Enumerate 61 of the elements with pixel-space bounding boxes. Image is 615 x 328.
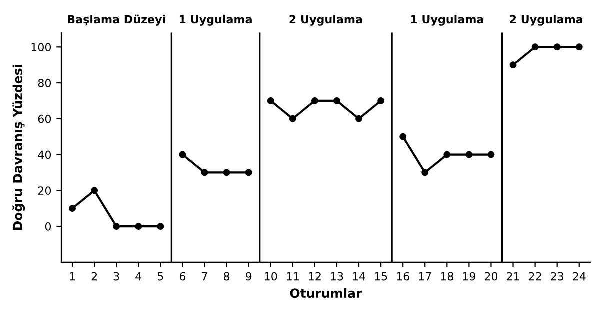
point	[69, 205, 76, 212]
x-tick-label: 7	[202, 272, 208, 281]
point	[157, 223, 164, 230]
x-tick-label: 1	[70, 272, 76, 281]
x-tick-label: 6	[180, 272, 186, 281]
x-tick-label: 17	[419, 272, 432, 281]
x-axis-title: Oturumlar	[290, 288, 362, 298]
x-tick-label: 8	[224, 272, 230, 281]
x-tick-label: 22	[529, 272, 542, 281]
x-tick-label: 19	[463, 272, 476, 281]
text: Başlama Düzeyi	[68, 14, 166, 26]
x-tick-label: 18	[441, 272, 454, 281]
text: 1 Uygulama	[180, 15, 252, 26]
y-axis-title: Doğru Davranış Yüzdesi	[12, 64, 26, 230]
y-tick-label: 0	[45, 222, 52, 231]
x-tick-label: 3	[114, 272, 120, 281]
text: 2 Uygulama	[510, 15, 583, 26]
x-tick-label: 21	[507, 272, 520, 281]
x-tick-label: 5	[158, 272, 164, 281]
x-tick-label: 10	[265, 272, 278, 281]
point	[223, 169, 230, 176]
point	[554, 44, 561, 51]
x-tick-label: 4	[136, 272, 142, 281]
point	[135, 223, 142, 230]
point	[378, 97, 385, 104]
point	[576, 44, 583, 51]
x-tick-label: 16	[397, 272, 410, 281]
point	[333, 97, 340, 104]
point	[356, 115, 362, 122]
x-tick-label: 2	[92, 272, 97, 281]
text: 1 Uygulama	[411, 15, 484, 26]
point	[488, 151, 495, 158]
point	[289, 115, 296, 122]
point	[267, 97, 274, 104]
y-tick-label: 40	[38, 150, 52, 160]
x-tick-label: 11	[287, 272, 299, 281]
y-tick-label: 80	[38, 79, 52, 88]
x-tick-label: 9	[246, 272, 252, 281]
x-tick-label: 14	[353, 272, 366, 281]
point	[201, 169, 208, 176]
point	[113, 223, 120, 230]
x-tick-label: 15	[375, 272, 388, 281]
x-tick-label: 13	[331, 272, 344, 281]
point	[245, 169, 252, 176]
x-tick-label: 12	[309, 272, 321, 281]
y-tick-label: 100	[32, 43, 52, 52]
text: 2 Uygulama	[290, 15, 362, 26]
point	[311, 97, 318, 104]
point	[532, 44, 539, 51]
point	[400, 133, 407, 140]
point	[91, 187, 98, 194]
point	[422, 169, 429, 176]
point	[444, 151, 451, 158]
y-tick-label: 20	[38, 186, 52, 196]
point	[466, 151, 473, 158]
x-tick-label: 24	[573, 272, 586, 281]
x-tick-label: 20	[484, 272, 498, 281]
point	[510, 62, 517, 69]
y-tick-label: 60	[38, 114, 52, 124]
point	[179, 151, 186, 158]
x-tick-label: 23	[551, 272, 564, 281]
